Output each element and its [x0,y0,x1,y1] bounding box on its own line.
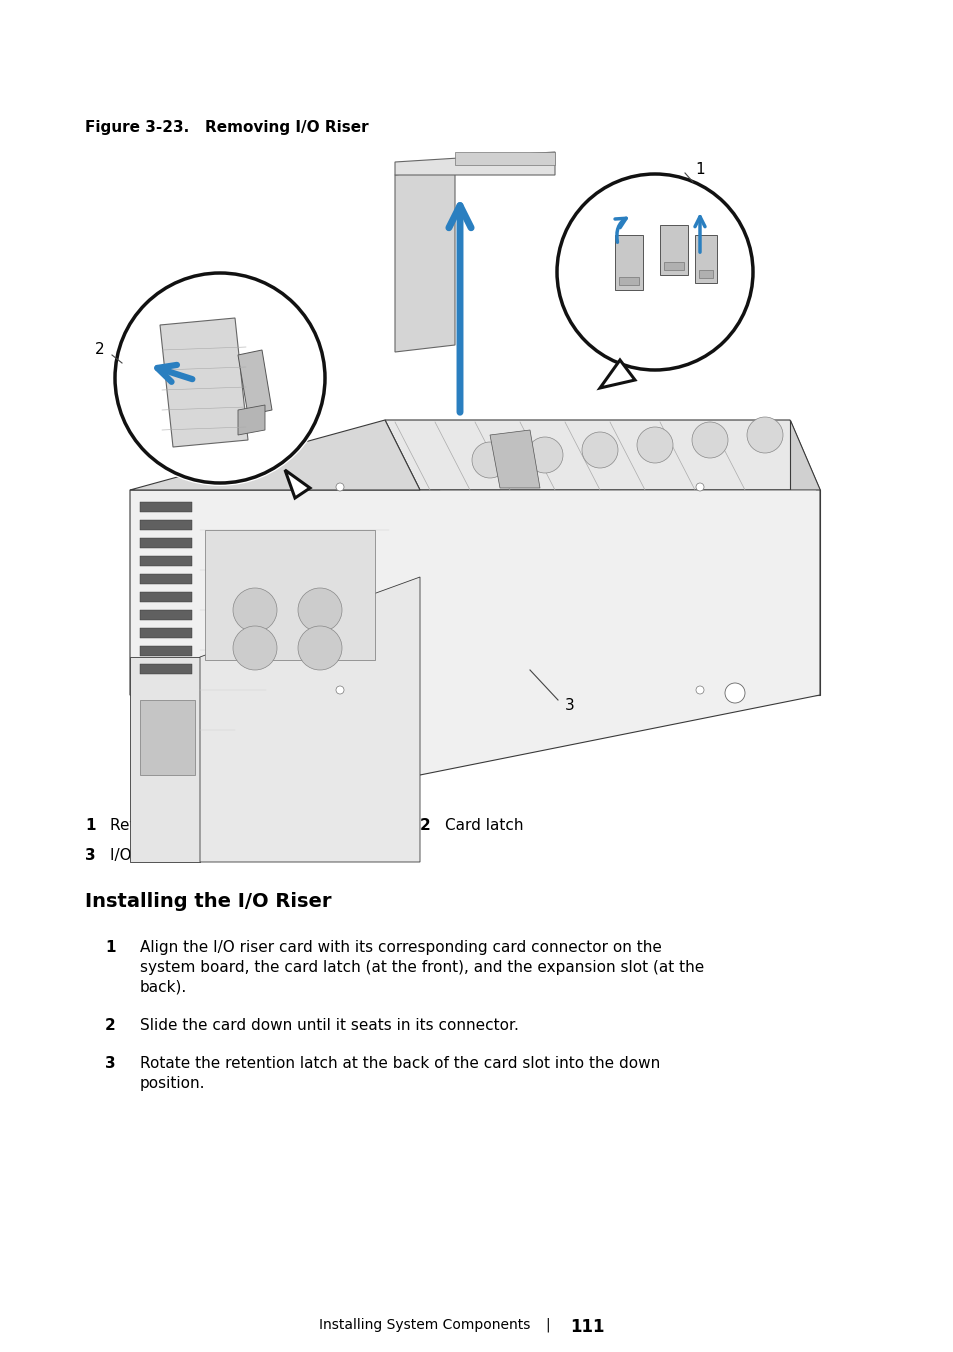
Bar [618,277,639,285]
Circle shape [335,483,344,491]
Circle shape [526,437,562,473]
Text: Retention latch: Retention latch [110,818,226,833]
Polygon shape [455,151,555,165]
Circle shape [335,685,344,694]
Text: |: | [544,1318,549,1333]
Polygon shape [237,406,265,435]
Text: Figure 3-23.: Figure 3-23. [85,120,189,135]
Circle shape [746,416,782,453]
Bar [140,502,192,512]
Text: I/O Riser: I/O Riser [110,848,175,863]
Bar [659,224,687,274]
Text: 1: 1 [695,162,704,177]
Text: 2: 2 [95,342,105,357]
Circle shape [696,483,703,491]
Text: Align the I/O riser card with its corresponding card connector on the: Align the I/O riser card with its corres… [140,940,661,955]
Bar [699,270,712,279]
Circle shape [233,588,276,631]
Circle shape [581,433,618,468]
Bar [140,664,192,675]
Bar [140,700,194,775]
Polygon shape [130,489,820,775]
Text: 3: 3 [85,848,95,863]
Bar [140,592,192,602]
Circle shape [297,626,341,671]
Bar [140,556,192,566]
Text: Installing the I/O Riser: Installing the I/O Riser [85,892,331,911]
Polygon shape [130,420,419,489]
Bar [140,610,192,621]
Circle shape [691,422,727,458]
Text: Rotate the retention latch at the back of the card slot into the down: Rotate the retention latch at the back o… [140,1056,659,1071]
Circle shape [297,588,341,631]
Polygon shape [395,151,555,174]
Bar [663,262,683,270]
Text: 2: 2 [105,1018,115,1033]
Polygon shape [789,420,820,695]
Circle shape [233,626,276,671]
Text: Removing I/O Riser: Removing I/O Riser [205,120,368,135]
Circle shape [554,170,755,373]
Polygon shape [200,577,419,863]
Bar [140,575,192,584]
Bar [140,646,192,656]
Polygon shape [490,430,539,488]
Text: 1: 1 [105,940,115,955]
Polygon shape [160,318,248,448]
Circle shape [557,174,752,370]
Bar [205,530,375,660]
Circle shape [115,273,325,483]
Polygon shape [385,420,820,489]
Circle shape [696,685,703,694]
Circle shape [724,683,744,703]
Bar [140,627,192,638]
Text: position.: position. [140,1076,205,1091]
Text: 1: 1 [85,818,95,833]
Text: Installing System Components: Installing System Components [318,1318,530,1332]
Polygon shape [395,168,455,352]
Circle shape [637,427,672,462]
Circle shape [472,442,507,479]
Polygon shape [285,470,310,498]
Text: 2: 2 [419,818,431,833]
Text: 3: 3 [105,1056,115,1071]
Circle shape [112,270,328,485]
Text: 3: 3 [564,698,575,713]
Text: Card latch: Card latch [444,818,523,833]
Text: system board, the card latch (at the front), and the expansion slot (at the: system board, the card latch (at the fro… [140,960,703,975]
Text: back).: back). [140,980,187,995]
Text: Slide the card down until it seats in its connector.: Slide the card down until it seats in it… [140,1018,518,1033]
Polygon shape [237,350,272,415]
Bar [140,538,192,548]
Bar [615,235,642,289]
Polygon shape [599,360,635,388]
Bar [695,235,717,283]
Bar [140,521,192,530]
Text: 111: 111 [569,1318,604,1336]
Polygon shape [130,657,200,863]
